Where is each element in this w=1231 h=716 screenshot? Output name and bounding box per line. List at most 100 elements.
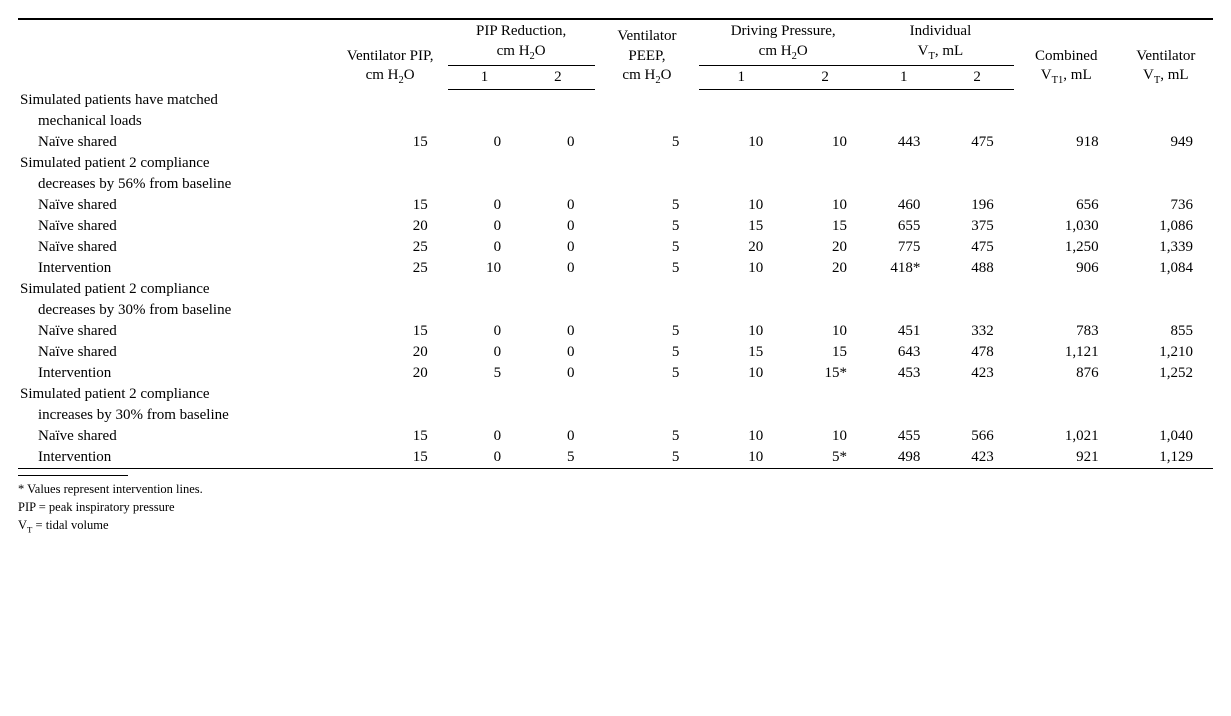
cell-value: 15 [332, 195, 447, 216]
cell-value: 20 [332, 363, 447, 384]
cell-value: 655 [867, 216, 940, 237]
col-combined-vt: Combined VT1, mL [1014, 19, 1119, 90]
cell-value: 15* [783, 363, 867, 384]
footnote-2: PIP = peak inspiratory pressure [18, 498, 1213, 516]
ventilator-data-table: Ventilator PIP, cm H2O PIP Reduction, cm… [18, 18, 1213, 469]
cell-value: 20 [783, 258, 867, 279]
cell-value: 15 [332, 132, 447, 153]
section-title: Simulated patient 2 compliance [18, 384, 1213, 405]
cell-value: 332 [940, 321, 1013, 342]
cell-value: 15 [332, 321, 447, 342]
cell-value: 5 [595, 447, 700, 469]
col-ventilator-vt: Ventilator VT, mL [1119, 19, 1213, 90]
col-driving-pressure: Driving Pressure, cm H2O [699, 19, 867, 66]
cell-value: 0 [448, 237, 521, 258]
cell-value: 1,121 [1014, 342, 1119, 363]
table-body: Simulated patients have matchedmechanica… [18, 90, 1213, 469]
table-row: Naïve shared1500510104555661,0211,040 [18, 426, 1213, 447]
col-pip-reduction: PIP Reduction, cm H2O [448, 19, 595, 66]
table-header: Ventilator PIP, cm H2O PIP Reduction, cm… [18, 19, 1213, 90]
cell-value: 0 [448, 216, 521, 237]
cell-value: 0 [448, 132, 521, 153]
cell-value: 10 [699, 363, 783, 384]
cell-value: 0 [521, 363, 594, 384]
cell-value: 0 [448, 447, 521, 469]
row-label: Naïve shared [18, 342, 332, 363]
cell-value: 0 [521, 195, 594, 216]
cell-value: 10 [783, 426, 867, 447]
cell-value: 10 [699, 321, 783, 342]
cell-value: 5 [595, 426, 700, 447]
row-label: Intervention [18, 258, 332, 279]
cell-value: 566 [940, 426, 1013, 447]
cell-value: 1,252 [1119, 363, 1213, 384]
cell-value: 5 [595, 195, 700, 216]
footnote-rule [18, 475, 128, 476]
cell-value: 5 [595, 132, 700, 153]
table-row: Intervention205051015*4534238761,252 [18, 363, 1213, 384]
row-label: Naïve shared [18, 195, 332, 216]
cell-value: 5 [448, 363, 521, 384]
row-label: Naïve shared [18, 132, 332, 153]
cell-value: 10 [783, 195, 867, 216]
cell-value: 0 [521, 426, 594, 447]
cell-value: 5 [595, 342, 700, 363]
section-title-line2: decreases by 30% from baseline [18, 300, 1213, 321]
cell-value: 0 [521, 237, 594, 258]
table-row: Naïve shared150051010460196656736 [18, 195, 1213, 216]
cell-value: 0 [448, 321, 521, 342]
cell-value: 15 [699, 342, 783, 363]
cell-value: 10 [699, 258, 783, 279]
section-title: Simulated patients have matched [18, 90, 1213, 112]
cell-value: 0 [448, 195, 521, 216]
cell-value: 15 [332, 447, 447, 469]
cell-value: 478 [940, 342, 1013, 363]
cell-value: 876 [1014, 363, 1119, 384]
cell-value: 10 [783, 132, 867, 153]
cell-value: 855 [1119, 321, 1213, 342]
table-row: Naïve shared2000515156434781,1211,210 [18, 342, 1213, 363]
cell-value: 5* [783, 447, 867, 469]
cell-value: 736 [1119, 195, 1213, 216]
cell-value: 0 [521, 132, 594, 153]
cell-value: 1,021 [1014, 426, 1119, 447]
subcol-pip-1: 1 [448, 66, 521, 90]
table-row: Intervention2510051020418*4889061,084 [18, 258, 1213, 279]
col-ventilator-peep: Ventilator PEEP, cm H2O [595, 19, 700, 90]
cell-value: 20 [332, 342, 447, 363]
cell-value: 918 [1014, 132, 1119, 153]
cell-value: 498 [867, 447, 940, 469]
cell-value: 475 [940, 132, 1013, 153]
col-individual-vt: Individual VT, mL [867, 19, 1014, 66]
section-title-line2: mechanical loads [18, 111, 1213, 132]
cell-value: 656 [1014, 195, 1119, 216]
subcol-drv-2: 2 [783, 66, 867, 90]
cell-value: 453 [867, 363, 940, 384]
cell-value: 10 [699, 195, 783, 216]
row-label: Naïve shared [18, 237, 332, 258]
cell-value: 451 [867, 321, 940, 342]
table-row: Naïve shared150051010451332783855 [18, 321, 1213, 342]
row-label: Intervention [18, 363, 332, 384]
cell-value: 1,084 [1119, 258, 1213, 279]
row-label: Naïve shared [18, 216, 332, 237]
cell-value: 775 [867, 237, 940, 258]
cell-value: 20 [783, 237, 867, 258]
cell-value: 10 [699, 447, 783, 469]
row-label: Naïve shared [18, 321, 332, 342]
cell-value: 0 [521, 216, 594, 237]
section-title: Simulated patient 2 compliance [18, 279, 1213, 300]
cell-value: 906 [1014, 258, 1119, 279]
cell-value: 15 [783, 216, 867, 237]
row-label: Naïve shared [18, 426, 332, 447]
col-ventilator-pip: Ventilator PIP, cm H2O [332, 19, 447, 90]
cell-value: 921 [1014, 447, 1119, 469]
cell-value: 475 [940, 237, 1013, 258]
cell-value: 375 [940, 216, 1013, 237]
cell-value: 10 [783, 321, 867, 342]
cell-value: 783 [1014, 321, 1119, 342]
subcol-drv-1: 1 [699, 66, 783, 90]
cell-value: 15 [699, 216, 783, 237]
cell-value: 1,250 [1014, 237, 1119, 258]
cell-value: 25 [332, 237, 447, 258]
